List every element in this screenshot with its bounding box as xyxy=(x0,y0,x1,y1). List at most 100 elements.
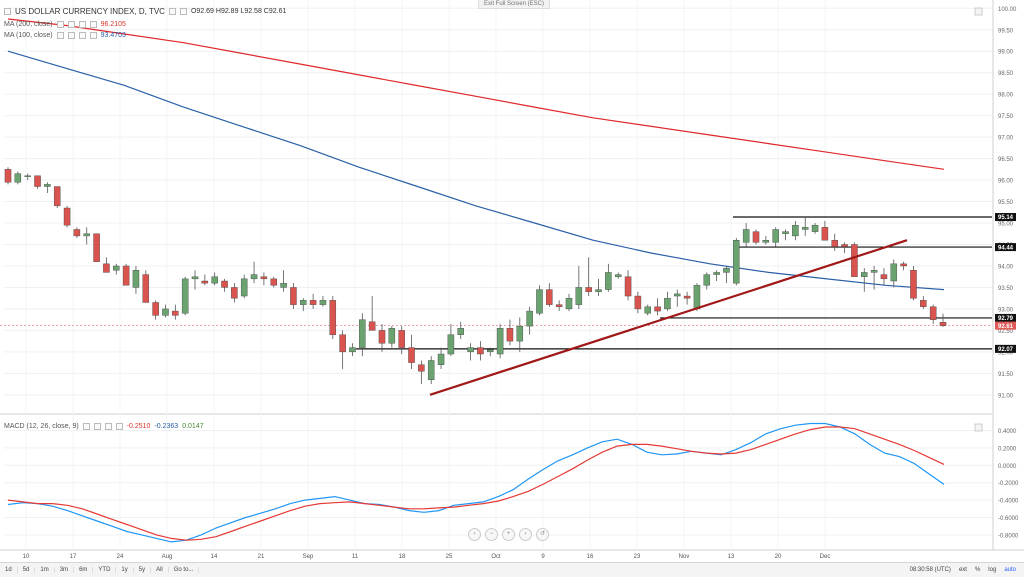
time-tick-label: 10 xyxy=(23,554,30,560)
zoom-in-button[interactable]: + xyxy=(502,528,515,541)
candle-body xyxy=(24,175,31,177)
macd-pane xyxy=(7,422,945,543)
exit-fullscreen-button[interactable]: Exit Full Screen (ESC) xyxy=(478,0,550,9)
time-tick-label: Sep xyxy=(303,554,314,560)
time-tick-label: 25 xyxy=(446,554,453,560)
candle-body xyxy=(231,287,238,299)
candle-body xyxy=(614,274,622,277)
price-label-text: 92.61 xyxy=(998,324,1014,330)
more-icon[interactable] xyxy=(89,21,97,28)
timeframe-5d[interactable]: 5d xyxy=(18,567,36,573)
candle-body xyxy=(211,276,218,284)
price-tick-label: 99.00 xyxy=(998,50,1014,56)
candle-body xyxy=(782,231,789,234)
eye-icon[interactable] xyxy=(82,423,90,430)
percent-toggle[interactable]: % xyxy=(974,567,981,573)
candle-body xyxy=(14,173,22,183)
settings-icon[interactable] xyxy=(168,8,176,15)
reset-button[interactable]: ↺ xyxy=(536,528,549,541)
settings-icon[interactable] xyxy=(67,21,75,28)
macd-tick-label: 0.4000 xyxy=(998,429,1017,435)
scroll-left-button[interactable]: ‹ xyxy=(468,528,481,541)
price-tick-label: 91.00 xyxy=(998,393,1014,399)
candle-body xyxy=(565,297,573,310)
candle-body xyxy=(73,229,81,237)
price-tick-label: 95.50 xyxy=(998,200,1014,206)
candle-body xyxy=(654,306,661,312)
price-tick-label: 92.00 xyxy=(998,350,1014,356)
candle-body xyxy=(546,289,553,305)
zoom-out-button[interactable]: − xyxy=(485,528,498,541)
timeframe-1d[interactable]: 1d xyxy=(0,567,18,573)
candle-body xyxy=(526,310,533,327)
timeframe-1m[interactable]: 1m xyxy=(35,567,55,573)
candle-body xyxy=(703,274,711,286)
candle-body xyxy=(457,328,464,335)
price-tick-label: 97.50 xyxy=(998,114,1014,120)
timeframe-all[interactable]: All xyxy=(151,567,169,573)
macd-value: -0.2510 xyxy=(126,423,151,430)
auto-toggle[interactable]: auto xyxy=(1004,567,1016,573)
candle-body xyxy=(329,300,337,335)
time-tick-label: 13 xyxy=(728,554,735,560)
candle-body xyxy=(359,319,366,348)
candle-body xyxy=(585,287,592,292)
scroll-right-button[interactable]: › xyxy=(519,528,532,541)
candle-body xyxy=(496,328,504,355)
macd-tick-label: 0.0000 xyxy=(998,464,1017,470)
candle-body xyxy=(280,282,287,288)
timeframe-1y[interactable]: 1y xyxy=(116,567,134,573)
candle-body xyxy=(132,270,140,288)
grid xyxy=(0,0,1024,551)
timeframe-5y[interactable]: 5y xyxy=(134,567,152,573)
navigation-buttons: ‹ − + › ↺ xyxy=(468,528,549,541)
ext-toggle[interactable]: ext xyxy=(958,567,967,573)
price-label-box xyxy=(995,243,1016,252)
candle-body xyxy=(713,272,720,275)
ohlc-high: H92.89 xyxy=(215,8,239,15)
more-icon[interactable] xyxy=(115,423,123,430)
horizontal-levels xyxy=(0,216,992,350)
time-tick-label: 16 xyxy=(587,554,594,560)
top-right-tools xyxy=(974,7,983,432)
timeframe-3m[interactable]: 3m xyxy=(55,567,75,573)
candle-body xyxy=(142,274,150,303)
close-icon[interactable] xyxy=(78,21,86,28)
time-axis[interactable]: 10 17 24 Aug 14 21 Sep 11 18 25 Oct 9 16 23 Nov 13 20 Dec xyxy=(23,554,831,560)
log-toggle[interactable]: log xyxy=(988,567,997,573)
candle-body xyxy=(920,300,927,307)
candle-body xyxy=(240,278,248,297)
eye-icon[interactable] xyxy=(56,32,64,39)
candle-body xyxy=(861,272,868,277)
candle-body xyxy=(733,240,740,284)
time-tick-label: 20 xyxy=(775,554,782,560)
close-icon[interactable] xyxy=(104,423,112,430)
eye-icon[interactable] xyxy=(56,21,64,28)
price-label-text: 94.44 xyxy=(998,245,1014,251)
settings-icon[interactable] xyxy=(93,423,101,430)
goto-date-button[interactable]: Go to... xyxy=(169,567,200,573)
candle-body xyxy=(44,184,51,187)
price-label-box xyxy=(995,321,1016,330)
collapse-icon[interactable] xyxy=(4,8,11,15)
compare-icon[interactable] xyxy=(179,8,187,15)
time-tick-label: Oct xyxy=(491,554,501,560)
settings-icon[interactable] xyxy=(67,32,75,39)
candle-body xyxy=(742,229,750,243)
candle-body xyxy=(555,304,563,307)
ma200-value: 96.2105 xyxy=(100,21,126,28)
price-label-box xyxy=(995,344,1016,353)
trendline xyxy=(429,239,908,396)
more-icon[interactable] xyxy=(89,32,97,39)
candle-body xyxy=(349,347,356,353)
timeframe-ytd[interactable]: YTD xyxy=(93,567,117,573)
price-axis[interactable]: 100.00 99.50 99.00 98.50 98.00 97.50 97.00 96.5… xyxy=(995,7,1019,540)
timeframe-6m[interactable]: 6m xyxy=(74,567,94,573)
price-label-text: 92.07 xyxy=(998,347,1014,353)
candle-body xyxy=(260,276,268,280)
close-icon[interactable] xyxy=(78,32,86,39)
price-tick-label: 94.00 xyxy=(998,264,1014,270)
price-tick-label: 95.00 xyxy=(998,222,1014,228)
